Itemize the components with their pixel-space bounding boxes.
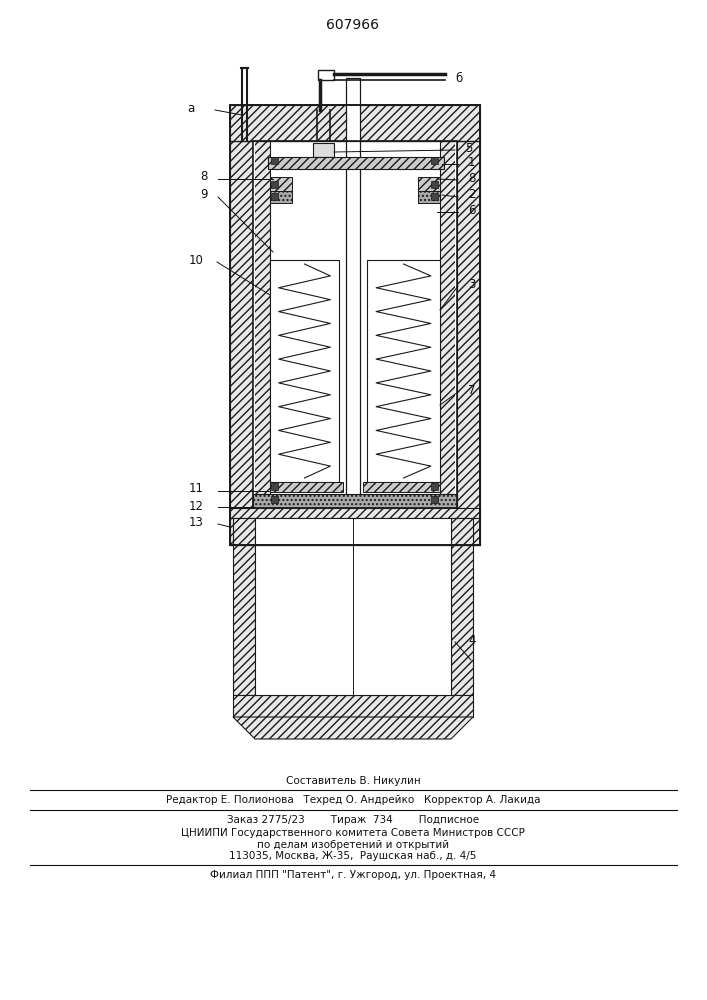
Bar	[346, 78, 360, 508]
Polygon shape	[270, 482, 343, 492]
Bar	[230, 105, 480, 545]
Bar	[431, 483, 438, 489]
Text: 3: 3	[468, 277, 475, 290]
Text: 4: 4	[468, 634, 476, 647]
Polygon shape	[455, 141, 480, 545]
Bar	[431, 495, 438, 502]
Polygon shape	[230, 508, 480, 518]
Text: 8: 8	[468, 172, 475, 184]
Text: 13: 13	[189, 516, 204, 528]
Text: Составитель В. Никулин: Составитель В. Никулин	[286, 776, 421, 786]
Bar	[271, 192, 279, 200]
Text: ЦНИИПИ Государственного комитета Совета Министров СССР: ЦНИИПИ Государственного комитета Совета …	[181, 828, 525, 838]
Text: а: а	[188, 102, 195, 114]
Text: б: б	[455, 72, 462, 85]
Bar	[253, 141, 255, 508]
Polygon shape	[230, 141, 255, 545]
Polygon shape	[418, 191, 440, 203]
Text: 10: 10	[189, 253, 204, 266]
Polygon shape	[270, 191, 292, 203]
Text: 113035, Москва, Ж-35,  Раушская наб., д. 4/5: 113035, Москва, Ж-35, Раушская наб., д. …	[229, 851, 477, 861]
Text: Редактор Е. Полионова   Техред О. Андрейко   Корректор А. Лакида: Редактор Е. Полионова Техред О. Андрейко…	[165, 795, 540, 805]
Polygon shape	[233, 695, 473, 717]
Text: 1: 1	[468, 155, 476, 168]
Polygon shape	[418, 177, 440, 191]
Polygon shape	[233, 717, 473, 739]
Bar	[431, 156, 438, 163]
Bar	[270, 260, 339, 482]
Text: 6: 6	[468, 204, 476, 217]
Polygon shape	[451, 518, 473, 695]
Text: 11: 11	[189, 483, 204, 495]
Bar	[271, 180, 279, 188]
Bar	[255, 518, 451, 695]
Bar	[253, 141, 457, 508]
Text: 8: 8	[201, 170, 208, 184]
Polygon shape	[253, 494, 457, 508]
Polygon shape	[230, 105, 480, 141]
Bar	[431, 192, 438, 200]
Text: 7: 7	[468, 383, 476, 396]
Bar	[313, 143, 334, 157]
Bar	[268, 157, 444, 169]
Polygon shape	[253, 141, 270, 508]
Bar	[367, 260, 440, 482]
Text: 2: 2	[468, 188, 476, 202]
Bar	[271, 156, 279, 163]
Text: по делам изобретений и открытий: по делам изобретений и открытий	[257, 840, 449, 850]
Bar	[271, 483, 279, 489]
Text: Филиал ППП "Патент", г. Ужгород, ул. Проектная, 4: Филиал ППП "Патент", г. Ужгород, ул. Про…	[210, 870, 496, 880]
Polygon shape	[233, 518, 255, 695]
Bar	[455, 141, 457, 508]
Bar	[271, 495, 279, 502]
Text: 607966: 607966	[327, 18, 380, 32]
Text: 9: 9	[201, 188, 208, 202]
Polygon shape	[440, 141, 457, 508]
Text: 5: 5	[465, 141, 472, 154]
Text: Заказ 2775/23        Тираж  734        Подписное: Заказ 2775/23 Тираж 734 Подписное	[227, 815, 479, 825]
Polygon shape	[363, 482, 440, 492]
Bar	[431, 180, 438, 188]
Bar	[318, 70, 334, 80]
Text: 12: 12	[189, 499, 204, 512]
Polygon shape	[270, 177, 292, 191]
